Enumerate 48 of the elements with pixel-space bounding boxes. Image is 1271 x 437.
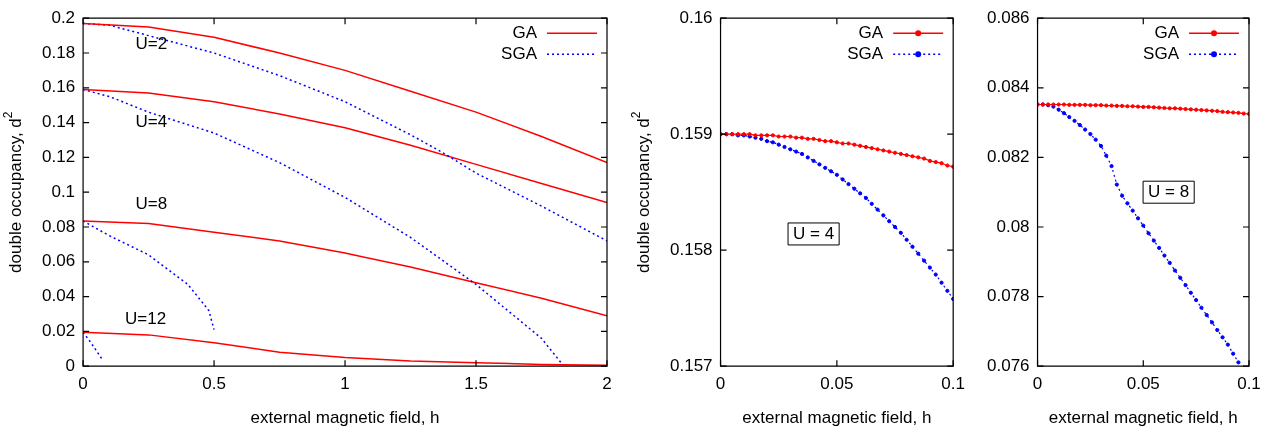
x-axis-title: external magnetic field, h: [742, 408, 932, 428]
x-tick-label: 0: [715, 374, 726, 394]
y-tick-label: 0.14: [41, 112, 76, 132]
y-tick-label: 0.084: [986, 77, 1030, 97]
y-tick-label: 0.157: [669, 355, 713, 375]
y-tick-label: 0.086: [986, 7, 1030, 27]
y-tick-label: 0.158: [669, 239, 713, 259]
y-axis-title: double occupancy, d2: [1, 111, 25, 273]
y-axis-title: double occupancy, d2: [629, 111, 653, 273]
y-tick-label: 0.08: [41, 216, 76, 236]
x-tick-label: 0.5: [202, 374, 226, 394]
x-tick-label: 0.1: [941, 374, 965, 394]
x-tick-label: 0.05: [820, 374, 854, 394]
y-tick-label: 0.082: [986, 147, 1030, 167]
y-tick-label: 0.076: [986, 355, 1030, 375]
y-tick-label: 0.02: [41, 321, 76, 341]
annotation: U=4: [135, 112, 168, 132]
x-tick-label: 1.5: [464, 374, 488, 394]
x-tick-label: 2: [602, 374, 612, 394]
y-tick-label: 0.18: [41, 42, 76, 62]
y-tick-label: 0.078: [986, 286, 1030, 306]
y-tick-label: 0.159: [669, 123, 713, 143]
y-tick-label: 0.08: [996, 216, 1030, 236]
y-tick-label: 0: [65, 355, 76, 375]
x-axis-title: external magnetic field, h: [250, 408, 440, 428]
x-tick-label: 1: [340, 374, 350, 394]
legend-label: GA: [1154, 22, 1180, 42]
legend-label: SGA: [501, 43, 538, 63]
annotation: U = 8: [1148, 181, 1190, 201]
y-tick-label: 0.04: [41, 286, 76, 306]
legend-label: SGA: [1143, 43, 1180, 63]
y-tick-label: 0.06: [41, 251, 76, 271]
legend-label: GA: [512, 22, 538, 42]
y-tick-label: 0.12: [41, 147, 76, 167]
x-axis-title: external magnetic field, h: [1048, 408, 1238, 428]
y-tick-label: 0.16: [679, 7, 713, 27]
y-tick-label: 0.2: [51, 7, 76, 27]
annotation: U=12: [125, 308, 167, 328]
x-tick-label: 0.05: [1126, 374, 1160, 394]
annotation: U=2: [135, 33, 168, 53]
x-tick-label: 0.1: [1237, 374, 1261, 394]
x-tick-label: 0: [1032, 374, 1043, 394]
annotation: U=8: [135, 194, 168, 214]
y-tick-label: 0.16: [41, 77, 76, 97]
y-tick-label: 0.1: [51, 181, 76, 201]
legend-label: GA: [858, 22, 884, 42]
legend-label: SGA: [847, 43, 884, 63]
annotation: U = 4: [793, 223, 835, 243]
